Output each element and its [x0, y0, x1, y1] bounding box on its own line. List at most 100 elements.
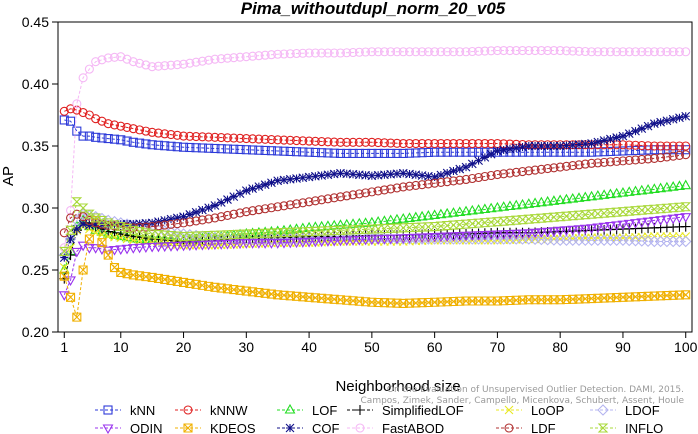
data-point — [97, 116, 107, 126]
data-point — [579, 210, 591, 220]
data-point — [316, 226, 327, 236]
data-point — [216, 144, 226, 154]
data-point — [536, 164, 546, 174]
y-tick-label: 0.45 — [22, 14, 49, 30]
data-point — [429, 232, 441, 243]
data-point — [417, 180, 427, 190]
data-point — [109, 134, 120, 144]
data-point — [435, 208, 447, 219]
data-point — [655, 216, 667, 226]
legend-item-kdeos: KDEOS — [175, 421, 256, 434]
legend-marker — [102, 424, 114, 434]
data-point — [135, 138, 145, 148]
data-point — [549, 45, 559, 56]
data-point — [361, 137, 371, 147]
data-point — [486, 149, 496, 159]
data-point — [510, 199, 522, 210]
data-point — [536, 141, 546, 151]
legend-label: LDF — [531, 421, 556, 434]
data-point — [423, 179, 433, 189]
data-point — [681, 290, 691, 300]
data-point — [329, 169, 339, 179]
legend-item-ldof: LDOF — [590, 403, 660, 418]
data-point — [266, 228, 277, 238]
data-point — [147, 140, 157, 150]
data-point — [631, 126, 640, 136]
data-point — [235, 144, 245, 155]
data-point — [480, 153, 490, 162]
data-point — [309, 237, 321, 248]
data-point — [229, 53, 239, 63]
data-point — [64, 233, 77, 245]
data-point — [160, 141, 170, 151]
data-point — [529, 228, 541, 239]
data-point — [448, 232, 459, 242]
data-point — [229, 209, 239, 219]
x-tick-label: 50 — [364, 339, 380, 355]
data-point — [248, 145, 258, 155]
data-point — [543, 164, 553, 174]
data-point — [624, 146, 634, 156]
data-point — [84, 234, 94, 244]
data-point — [580, 159, 590, 169]
data-point — [278, 238, 290, 249]
legend-item-lof: LOF — [277, 403, 337, 418]
data-point — [474, 138, 484, 149]
data-point — [65, 276, 76, 287]
data-point — [353, 235, 365, 246]
data-point — [587, 147, 597, 157]
data-point — [273, 135, 283, 145]
data-point — [417, 138, 427, 149]
data-point — [185, 131, 195, 141]
data-point — [72, 312, 82, 322]
data-point — [204, 55, 214, 65]
data-point — [410, 211, 422, 222]
data-point — [587, 139, 596, 148]
data-point — [618, 131, 628, 141]
data-point — [681, 141, 691, 151]
data-point — [367, 187, 377, 197]
data-point — [643, 121, 653, 131]
data-point — [491, 201, 503, 212]
data-point — [649, 141, 659, 151]
data-point — [342, 148, 352, 158]
data-point — [505, 144, 515, 154]
data-point — [668, 47, 678, 57]
data-point — [649, 119, 659, 129]
data-point — [436, 147, 446, 157]
data-point — [642, 217, 654, 228]
data-point — [460, 231, 472, 242]
data-point — [505, 168, 515, 178]
data-point — [209, 240, 221, 251]
data-point — [304, 172, 314, 182]
data-point — [511, 143, 521, 153]
data-point — [404, 212, 415, 222]
data-point — [222, 53, 233, 63]
x-tick-label: 100 — [674, 339, 698, 355]
data-point — [253, 228, 265, 239]
data-point — [517, 229, 528, 240]
data-point — [291, 238, 302, 249]
data-point — [579, 224, 591, 235]
series-knn — [59, 115, 691, 158]
data-point — [648, 183, 660, 193]
data-point — [611, 187, 623, 198]
data-point — [587, 158, 597, 168]
data-point — [530, 165, 540, 175]
data-point — [554, 194, 566, 205]
data-point — [642, 205, 654, 215]
legend-marker — [504, 423, 514, 433]
data-point — [172, 60, 182, 70]
data-point — [467, 147, 477, 157]
data-point — [203, 240, 215, 251]
data-point — [455, 175, 465, 185]
data-point — [391, 234, 403, 245]
data-point — [499, 145, 509, 155]
data-point — [668, 114, 678, 124]
legend: kNN kNNW LOF SimplifiedLOF LoOP LDOF ODIN KDEOS… — [95, 403, 663, 434]
data-point — [486, 138, 496, 149]
data-point — [378, 234, 390, 245]
data-point — [247, 239, 259, 249]
data-point — [335, 48, 346, 58]
data-point — [140, 228, 152, 238]
